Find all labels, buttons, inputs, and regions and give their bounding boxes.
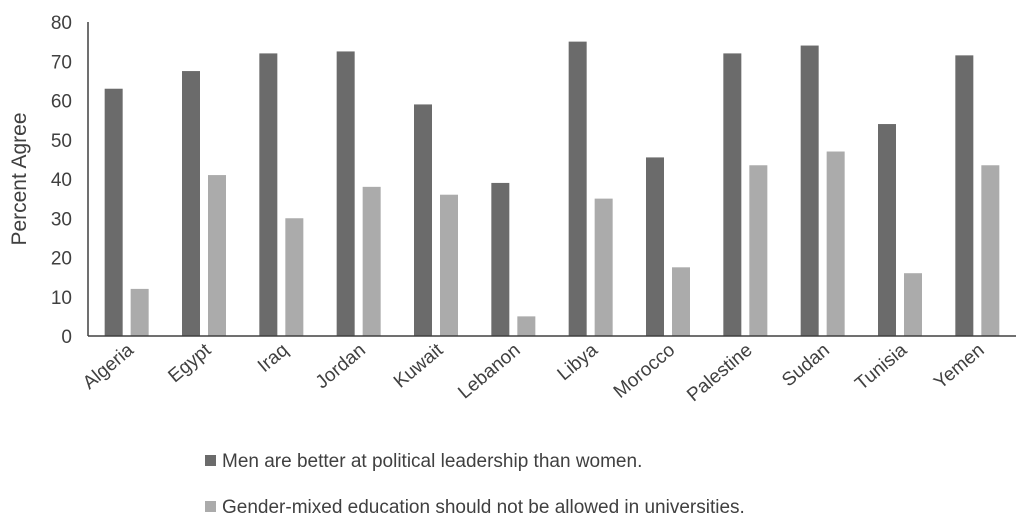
bar-series-1-lebanon	[491, 182, 510, 336]
legend: Men are better at political leadership t…	[205, 451, 745, 518]
x-tick-label-jordan: Jordan	[312, 340, 370, 393]
y-tick-label: 70	[51, 52, 72, 73]
x-tick-label-algeria: Algeria	[79, 339, 138, 393]
bar-series-2-tunisia	[904, 273, 922, 336]
bar-series-1-libya	[568, 41, 587, 336]
x-tick-label-yemen: Yemen	[930, 340, 988, 394]
y-tick-label: 0	[61, 327, 72, 348]
y-tick-label: 10	[51, 288, 72, 309]
bar-series-1-palestine	[723, 53, 742, 337]
x-tick-label-sudan: Sudan	[778, 340, 834, 391]
bar-series-2-jordan	[362, 186, 381, 336]
bar-series-2-sudan	[826, 151, 845, 336]
bar-series-1-tunisia	[878, 124, 896, 336]
bar-series-1-egypt	[182, 71, 200, 336]
x-axis-tick-labels: Algeria Egypt Iraq Jordan Kuwait Lebanon Libya…	[79, 339, 988, 406]
x-tick-label-kuwait: Kuwait	[390, 339, 448, 392]
bar-series-2-libya	[594, 198, 613, 336]
bar-series-1-kuwait	[414, 104, 432, 336]
bar-series-1-iraq	[259, 53, 278, 337]
y-tick-label: 50	[51, 131, 72, 152]
bar-series-2-algeria	[130, 288, 149, 336]
y-axis-tick-labels: 0 10 20 30 40 50 60 70 80	[51, 13, 72, 348]
x-tick-label-tunisia: Tunisia	[851, 339, 911, 394]
x-tick-label-palestine: Palestine	[683, 340, 756, 406]
bar-series-1-yemen	[955, 55, 974, 337]
x-tick-label-iraq: Iraq	[254, 340, 293, 377]
bars	[104, 41, 1000, 337]
y-tick-label: 40	[51, 170, 72, 191]
bar-series-2-kuwait	[440, 194, 458, 336]
bar-series-1-algeria	[104, 88, 123, 336]
bar-series-2-palestine	[749, 165, 768, 336]
y-axis-title: Percent Agree	[8, 112, 31, 245]
legend-label-series-1: Men are better at political leadership t…	[222, 451, 642, 472]
x-tick-label-libya: Libya	[554, 339, 603, 385]
x-tick-label-morocco: Morocco	[610, 340, 679, 403]
bar-series-2-morocco	[672, 267, 690, 336]
y-tick-label: 30	[51, 209, 72, 230]
bar-series-2-lebanon	[517, 316, 536, 336]
x-tick-label-egypt: Egypt	[164, 339, 215, 387]
y-tick-label: 20	[51, 249, 72, 270]
bar-series-2-egypt	[208, 175, 226, 336]
x-tick-label-lebanon: Lebanon	[454, 340, 524, 404]
bar-series-2-yemen	[981, 165, 1000, 336]
bar-series-1-sudan	[800, 45, 819, 337]
bar-series-1-jordan	[336, 51, 355, 336]
legend-swatch-series-2	[205, 501, 216, 512]
y-tick-label: 60	[51, 92, 72, 113]
bar-series-1-morocco	[646, 157, 664, 336]
bar-series-2-iraq	[285, 218, 304, 336]
legend-label-series-2: Gender-mixed education should not be all…	[222, 497, 745, 518]
y-tick-label: 80	[51, 13, 72, 34]
legend-swatch-series-1	[205, 455, 216, 466]
